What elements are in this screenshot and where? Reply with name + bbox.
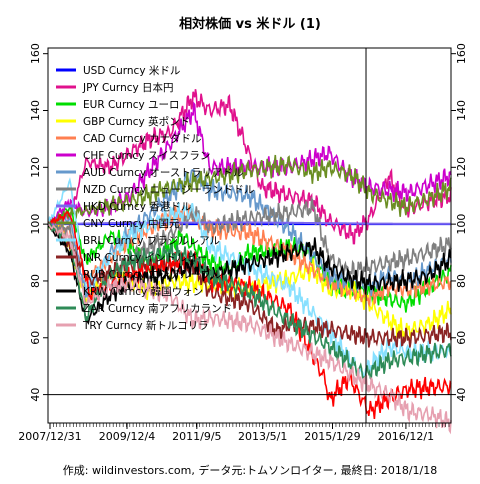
legend-label-3: GBP Curncy 英ポンド <box>83 115 190 128</box>
legend-label-15: TRY Curncy 新トルコリラ <box>82 319 209 332</box>
y-tick-label-right: 100 <box>455 214 468 235</box>
y-tick-label-right: 80 <box>455 274 468 288</box>
series-line-9 <box>47 154 452 228</box>
x-tick-label: 2011/9/5 <box>172 430 221 443</box>
legend-label-4: CAD Curncy カナダドル <box>83 132 202 145</box>
y-tick-label-left: 100 <box>29 214 42 235</box>
y-tick-label-left: 120 <box>29 157 42 178</box>
y-tick-label-left: 80 <box>29 274 42 288</box>
legend-label-1: JPY Curncy 日本円 <box>82 81 174 94</box>
legend-label-8: HKD Curncy 香港ドル <box>83 201 191 213</box>
x-tick-label: 2007/12/31 <box>18 430 81 443</box>
legend-label-10: BRL Curncy ブラジルレアル <box>83 234 220 247</box>
y-tick-label-left: 40 <box>29 388 42 402</box>
x-tick-label: 2016/12/1 <box>378 430 434 443</box>
y-tick-label-left: 160 <box>29 43 42 64</box>
legend: USD Curncy 米ドル JPY Curncy 日本円 EUR Curncy ユ… <box>56 64 254 332</box>
x-tick-label: 2013/5/1 <box>238 430 287 443</box>
legend-label-0: USD Curncy 米ドル <box>83 64 180 77</box>
x-tick-label: 2009/12/4 <box>99 430 155 443</box>
series-line-15 <box>47 223 452 435</box>
chart-title: 相対株価 vs 米ドル (1) <box>179 16 321 32</box>
legend-label-13: KRW Curncy 韓国ウォン <box>83 286 203 298</box>
legend-label-9: CNY Curncy 中国元 <box>83 217 180 230</box>
series-line-8 <box>48 221 452 226</box>
plot-area <box>47 48 452 435</box>
legend-label-14: ZAR Curncy 南アフリカランド <box>83 302 232 315</box>
y-tick-label-left: 140 <box>29 100 42 121</box>
legend-label-12: RUB Curncy ロシアルーブル <box>83 268 221 281</box>
y-tick-label-left: 60 <box>29 331 42 345</box>
legend-label-5: CHF Curncy スイスフラン <box>83 150 210 162</box>
series-line-13 <box>47 223 452 325</box>
legend-label-7: NZD Curncy ニュージーランドドル <box>83 184 254 196</box>
legend-label-2: EUR Curncy ユーロ <box>83 99 180 111</box>
series-line-14 <box>47 221 452 383</box>
series-line-5 <box>47 101 452 226</box>
y-tick-label-right: 60 <box>455 331 468 345</box>
y-tick-label-right: 120 <box>455 157 468 178</box>
y-tick-label-right: 160 <box>455 43 468 64</box>
series-line-10 <box>47 177 452 381</box>
y-tick-label-right: 40 <box>455 388 468 402</box>
legend-label-6: AUD Curncy オーストラリアドル <box>83 167 243 179</box>
chart-caption: 作成: wildinvestors.com, データ元:トムソンロイター, 最終… <box>63 463 437 477</box>
axes: 40 40 60 60 80 80 100 100 120 120 140 140 160 160 2007… <box>18 43 468 443</box>
x-tick-label: 2015/1/29 <box>304 430 360 443</box>
legend-label-11: INR Curncy インドルピー <box>83 252 208 264</box>
y-tick-label-right: 140 <box>455 100 468 121</box>
